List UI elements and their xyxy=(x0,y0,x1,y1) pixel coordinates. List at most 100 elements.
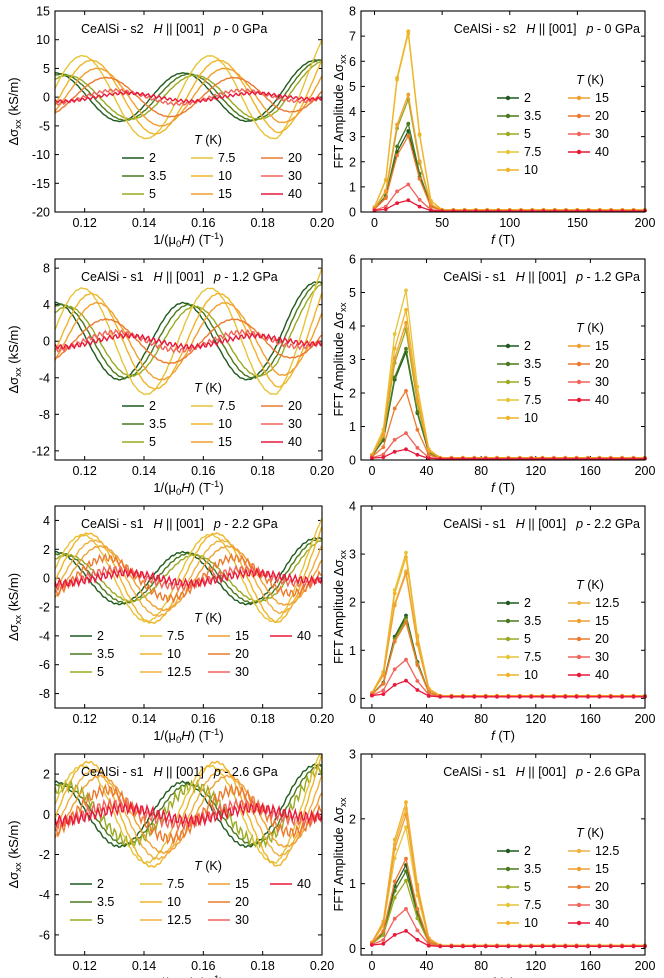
series-point-40 xyxy=(426,456,431,460)
legend-label-3.5: 3.5 xyxy=(149,169,166,183)
series-point-5 xyxy=(404,878,408,883)
legend-marker-10 xyxy=(505,920,511,926)
y-axis-label: Δσxx (kS/m) xyxy=(6,325,24,393)
series-point-40 xyxy=(631,694,636,699)
series-line-7.5 xyxy=(55,267,322,396)
x-tick-label: 0.18 xyxy=(250,216,274,230)
series-point-20 xyxy=(395,153,399,158)
y-tick-label: 5 xyxy=(349,286,356,300)
y-tick-label: 8 xyxy=(349,5,356,19)
legend-marker-40 xyxy=(576,920,582,926)
series-line-30 xyxy=(55,564,322,593)
y-tick-label: 2 xyxy=(349,812,356,826)
series-line-7.5 xyxy=(55,39,322,140)
legend-label-30: 30 xyxy=(288,417,302,431)
curves xyxy=(372,29,647,212)
series-point-40 xyxy=(426,694,431,698)
x-axis-label: f (T) xyxy=(491,480,515,495)
legend-label-10: 10 xyxy=(524,668,538,682)
x-tick-label: 200 xyxy=(635,464,656,478)
series-point-40 xyxy=(620,457,624,460)
series-point-40 xyxy=(506,944,511,949)
series-point-40 xyxy=(449,944,454,949)
legend-marker-5 xyxy=(505,884,511,890)
y-tick-label: 0 xyxy=(349,454,356,468)
legend-label-5: 5 xyxy=(524,375,531,389)
series-point-12.5 xyxy=(404,806,408,811)
series-point-40 xyxy=(517,694,522,699)
series-point-20 xyxy=(406,134,411,138)
legend-label-7.5: 7.5 xyxy=(524,145,541,159)
series-point-40 xyxy=(395,201,399,206)
series-point-3.5 xyxy=(404,869,408,874)
legend-label-15: 15 xyxy=(235,877,249,891)
y-tick-label: -2 xyxy=(39,848,50,862)
plot-frame xyxy=(360,258,646,461)
legend-marker-20 xyxy=(576,636,582,642)
legend-marker-3.5 xyxy=(505,361,511,367)
series-point-10 xyxy=(392,591,397,596)
series-point-40 xyxy=(586,694,590,699)
x-tick-label: 0 xyxy=(368,712,375,726)
series-point-15 xyxy=(415,398,420,403)
legend-marker-40 xyxy=(576,397,582,403)
legend-title: T (K) xyxy=(576,73,604,87)
series-point-40 xyxy=(631,944,636,949)
series-point-5 xyxy=(415,916,420,921)
legend-marker-2 xyxy=(505,848,511,854)
series-point-30 xyxy=(383,204,388,209)
legend-marker-2 xyxy=(505,95,511,101)
legend-label-30: 30 xyxy=(595,127,609,141)
series-point-40 xyxy=(563,944,568,949)
series-point-40 xyxy=(483,944,488,949)
x-tick-label: 0.20 xyxy=(310,464,334,478)
legend-label-2: 2 xyxy=(97,629,104,643)
x-tick-label: 0 xyxy=(368,959,375,973)
legend-label-15: 15 xyxy=(595,614,609,628)
y-tick-label: 3 xyxy=(349,748,356,762)
series-point-30 xyxy=(417,197,422,202)
y-tick-label: -6 xyxy=(39,658,50,672)
y-tick-label: 0 xyxy=(43,808,50,822)
legend-marker-7.5 xyxy=(505,654,511,660)
series-line-12.5 xyxy=(55,539,322,618)
y-tick-label: 1 xyxy=(349,644,356,658)
series-point-40 xyxy=(563,694,568,699)
legend-label-20: 20 xyxy=(595,632,609,646)
series-line-30 xyxy=(55,87,322,107)
series-point-40 xyxy=(519,209,523,212)
series-point-40 xyxy=(461,944,465,949)
y-tick-label: 3 xyxy=(349,353,356,367)
series-point-30 xyxy=(404,907,408,911)
series-line-20 xyxy=(55,76,322,118)
series-point-30 xyxy=(404,431,408,435)
series-point-40 xyxy=(438,457,443,460)
legend-marker-7.5 xyxy=(505,902,511,908)
y-tick-label: 0 xyxy=(43,91,50,105)
y-tick-label: -15 xyxy=(32,177,50,191)
series-point-3.5 xyxy=(406,121,411,126)
series-point-40 xyxy=(404,678,408,683)
series-line-40 xyxy=(55,800,322,828)
curves xyxy=(55,39,322,140)
series-point-40 xyxy=(540,694,545,699)
legend-marker-3.5 xyxy=(505,866,511,872)
panel-r3-fft: 0 40 80 120 160 200 0 1 2 3 4 FFT Amplitude Δσxx f (… xyxy=(331,500,655,744)
panel-annotation: CeAlSi - s1 H || [001] p - 1.2 GPa xyxy=(443,270,640,284)
series-point-30 xyxy=(415,928,420,933)
series-point-40 xyxy=(586,944,590,949)
x-tick-label: 0.20 xyxy=(310,216,334,230)
legend-label-15: 15 xyxy=(218,187,232,201)
x-tick-label: 160 xyxy=(580,959,601,973)
legend-label-15: 15 xyxy=(218,435,232,449)
x-tick-label: 0.20 xyxy=(310,712,334,726)
legend-marker-30 xyxy=(576,131,582,137)
series-point-40 xyxy=(370,943,374,947)
x-tick-label: 0 xyxy=(368,464,375,478)
curves xyxy=(370,288,647,460)
x-tick-label: 200 xyxy=(635,216,656,230)
legend-label-2: 2 xyxy=(524,91,531,105)
series-point-40 xyxy=(495,694,499,699)
legend-label-20: 20 xyxy=(595,357,609,371)
x-tick-label: 0.14 xyxy=(132,959,156,973)
